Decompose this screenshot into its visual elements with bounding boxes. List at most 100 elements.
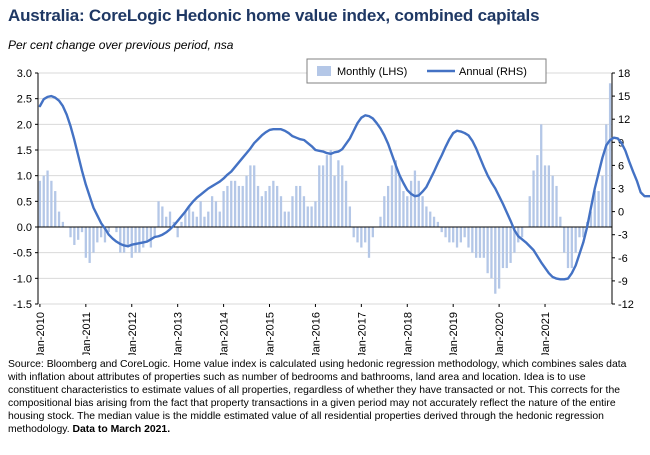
monthly-bar xyxy=(528,196,531,227)
monthly-bar xyxy=(566,227,570,269)
y-left-tick-label: -1.5 xyxy=(13,299,32,311)
monthly-bar xyxy=(547,165,551,227)
monthly-bar xyxy=(608,83,612,228)
monthly-bar xyxy=(103,227,107,243)
monthly-bar xyxy=(490,227,493,279)
monthly-bar xyxy=(425,206,428,227)
monthly-bar xyxy=(555,185,558,227)
monthly-bar xyxy=(73,227,76,245)
monthly-bar xyxy=(421,196,424,227)
monthly-bar xyxy=(50,180,53,227)
monthly-bar xyxy=(329,150,332,227)
x-tick-label: Jan-2018 xyxy=(402,312,414,355)
monthly-bar xyxy=(279,196,283,227)
monthly-bar xyxy=(115,227,118,233)
monthly-bar xyxy=(563,227,566,253)
monthly-bar xyxy=(165,216,168,227)
x-tick-label: Jan-2015 xyxy=(265,312,277,355)
monthly-bar xyxy=(348,206,352,227)
monthly-bar xyxy=(356,227,359,243)
y-right-tick-label: -12 xyxy=(618,299,634,311)
monthly-bar xyxy=(455,227,459,248)
monthly-bar xyxy=(597,191,600,227)
monthly-bar xyxy=(463,227,466,238)
monthly-bar xyxy=(394,160,397,227)
monthly-bar xyxy=(145,227,149,243)
monthly-bar xyxy=(318,165,321,227)
y-left-tick-label: 1.0 xyxy=(17,171,32,183)
monthly-bar xyxy=(383,196,386,227)
monthly-bar xyxy=(161,206,164,227)
monthly-bar xyxy=(386,185,390,227)
monthly-bar xyxy=(88,227,91,263)
monthly-bar xyxy=(268,185,271,227)
monthly-bar xyxy=(241,185,244,227)
monthly-bar xyxy=(260,196,264,227)
monthly-bar xyxy=(92,227,95,253)
monthly-bar xyxy=(452,227,455,243)
monthly-bar xyxy=(486,227,489,274)
monthly-bar xyxy=(467,227,470,248)
monthly-bar xyxy=(448,227,451,243)
monthly-bar xyxy=(432,216,436,227)
monthly-bar xyxy=(341,165,344,227)
monthly-bar xyxy=(478,227,482,258)
monthly-bar xyxy=(360,227,363,248)
monthly-bar xyxy=(126,227,130,248)
monthly-bar xyxy=(80,227,84,233)
y-right-tick-label: 6 xyxy=(618,160,624,172)
monthly-bar xyxy=(440,227,443,233)
monthly-bar xyxy=(195,216,198,227)
monthly-bar xyxy=(520,227,524,238)
monthly-bar xyxy=(536,155,539,227)
monthly-bar xyxy=(69,227,72,238)
monthly-bar xyxy=(302,196,306,227)
x-tick-label: Jan-2012 xyxy=(127,312,139,355)
y-left-tick-label: 3.0 xyxy=(17,68,32,80)
monthly-bar xyxy=(306,206,309,227)
monthly-bar xyxy=(475,227,478,258)
monthly-bar xyxy=(314,201,317,227)
monthly-bar xyxy=(233,180,237,227)
monthly-bar xyxy=(168,211,172,227)
monthly-bar xyxy=(364,227,367,243)
chart-title: Australia: CoreLogic Hedonic home value … xyxy=(8,6,540,25)
y-left-tick-label: -1.0 xyxy=(13,273,32,285)
x-tick-label: Jan-2013 xyxy=(173,312,185,355)
monthly-bar xyxy=(184,211,187,227)
monthly-bar xyxy=(176,227,179,238)
y-right-tick-label: 0 xyxy=(618,207,624,219)
monthly-bar xyxy=(321,165,325,227)
chart-svg: 3.02.52.01.51.00.50.0-0.5-1.0-1.51815129… xyxy=(13,58,650,355)
monthly-bar xyxy=(509,227,512,263)
monthly-bar xyxy=(344,180,348,227)
monthly-bar xyxy=(237,185,241,227)
monthly-bar xyxy=(203,216,206,227)
monthly-bar xyxy=(199,201,202,227)
monthly-bar xyxy=(367,227,371,258)
monthly-bar xyxy=(574,227,577,253)
x-tick-label: Jan-2021 xyxy=(540,312,552,355)
monthly-bar xyxy=(371,227,374,238)
y-right-tick-label: -9 xyxy=(618,276,628,288)
y-right-tick-label: 3 xyxy=(618,184,624,196)
monthly-bar xyxy=(61,221,65,227)
monthly-bar xyxy=(413,170,417,227)
monthly-bar xyxy=(142,227,145,248)
monthly-bar xyxy=(582,227,585,238)
monthly-bar xyxy=(291,196,294,227)
y-right-tick-label: 12 xyxy=(618,114,630,126)
monthly-bar xyxy=(352,227,355,238)
monthly-bar xyxy=(337,160,340,227)
monthly-bar xyxy=(444,227,447,238)
monthly-bar xyxy=(409,180,413,227)
monthly-bar xyxy=(298,185,302,227)
monthly-bar xyxy=(390,165,394,227)
monthly-bar xyxy=(497,227,501,289)
y-right-tick-label: -6 xyxy=(618,253,628,265)
monthly-bar xyxy=(570,227,573,269)
monthly-bar xyxy=(138,227,141,253)
monthly-bar xyxy=(379,216,382,227)
monthly-bar xyxy=(130,227,133,258)
y-right-tick-label: 18 xyxy=(618,68,630,80)
